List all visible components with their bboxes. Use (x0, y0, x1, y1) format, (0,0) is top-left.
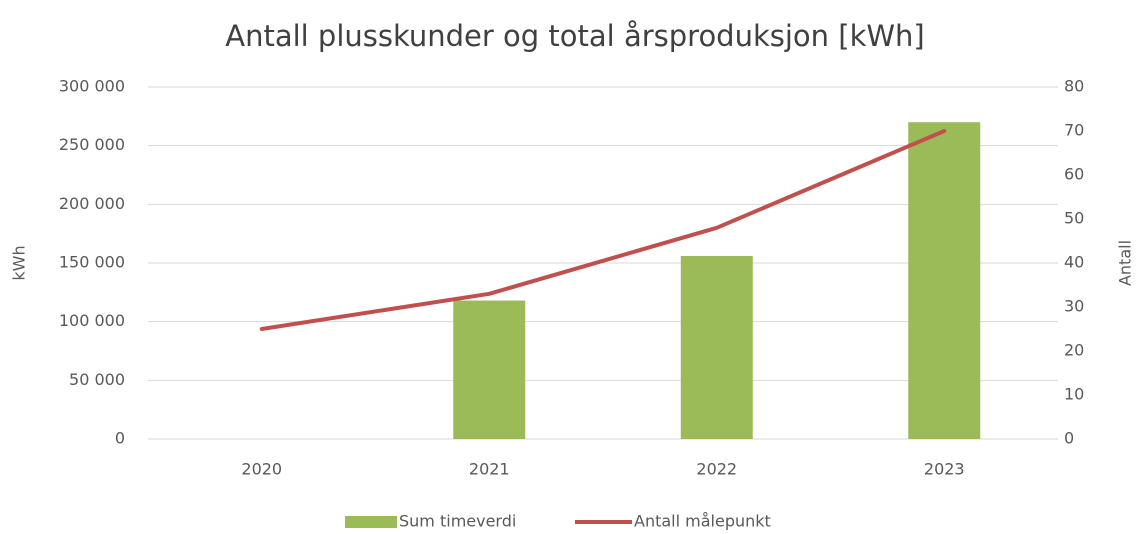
y2-tick-label: 20 (1064, 341, 1084, 360)
y2-tick-label: 0 (1064, 429, 1074, 448)
bar (453, 300, 526, 439)
line (259, 129, 947, 331)
y-tick-label: 250 000 (59, 135, 125, 154)
legend-label: Sum timeverdi (399, 512, 516, 531)
x-tick-label: 2023 (924, 460, 965, 479)
y2-tick-label: 30 (1064, 297, 1084, 316)
bar (908, 122, 981, 439)
bar (680, 255, 753, 439)
y-tick-label: 200 000 (59, 194, 125, 213)
y-tick-label: 300 000 (59, 77, 125, 96)
x-tick-label: 2022 (696, 460, 737, 479)
y-tick-label: 100 000 (59, 311, 125, 330)
legend-label: Antall målepunkt (634, 512, 771, 531)
y2-tick-label: 10 (1064, 385, 1084, 404)
y-tick-label: 150 000 (59, 253, 125, 272)
chart-title: Antall plusskunder og total årsproduksjo… (225, 19, 925, 53)
x-tick-label: 2021 (469, 460, 510, 479)
legend-swatch (345, 516, 397, 528)
y2-tick-label: 50 (1064, 209, 1084, 228)
y2-tick-label: 80 (1064, 77, 1084, 96)
y-axis-label: kWh (10, 245, 29, 280)
y2-axis-label: Antall (1116, 240, 1135, 286)
y-tick-label: 50 000 (69, 370, 125, 389)
y2-tick-label: 40 (1064, 253, 1084, 272)
y-tick-label: 0 (115, 429, 125, 448)
x-tick-label: 2020 (241, 460, 282, 479)
y2-tick-label: 60 (1064, 165, 1084, 184)
y2-tick-label: 70 (1064, 121, 1084, 140)
